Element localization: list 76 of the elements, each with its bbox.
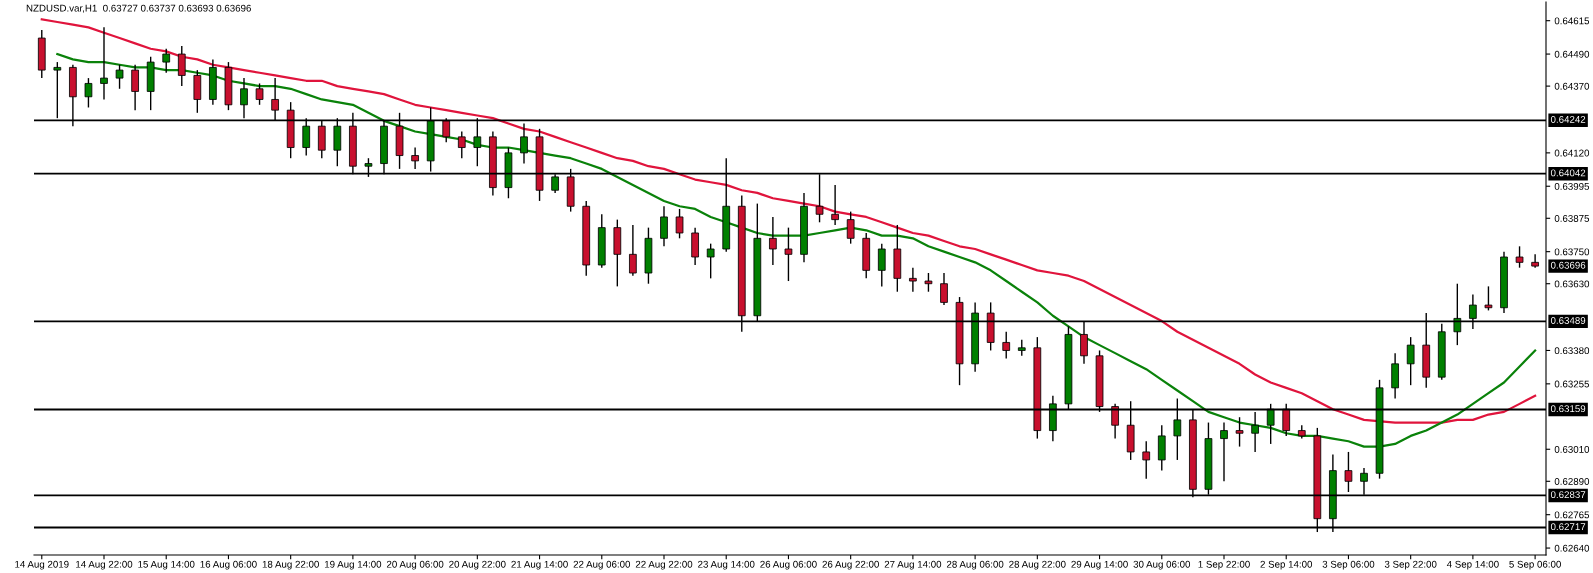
x-tick-label: 27 Aug 14:00: [884, 560, 942, 570]
x-tick-label: 23 Aug 14:00: [698, 560, 755, 570]
candlestick: [457, 130, 466, 159]
x-tick-label: 15 Aug 14:00: [138, 560, 195, 570]
candlestick: [629, 224, 637, 277]
x-tick-label: 2 Sep 14:00: [1260, 560, 1313, 570]
x-tick-label: 3 Sep 22:00: [1384, 560, 1437, 570]
ref-line-label: 0.63489: [1550, 317, 1586, 324]
candlestick: [706, 242, 715, 280]
candlestick: [784, 226, 793, 282]
x-tick-label: 20 Aug 06:00: [386, 560, 444, 570]
y-tick-label: 0.62640: [1554, 544, 1590, 552]
x-tick-label: 26 Aug 22:00: [822, 560, 879, 570]
ref-line-label: 0.64042: [1550, 169, 1586, 177]
candlestick: [177, 45, 186, 87]
candlestick: [831, 184, 839, 226]
x-tick-label: 14 Aug 22:00: [76, 560, 133, 570]
y-tick-label: 0.64370: [1554, 82, 1590, 90]
y-tick-label: 0.64490: [1554, 50, 1590, 58]
ref-line-label: 0.64242: [1550, 116, 1586, 123]
candlestick: [1484, 285, 1493, 312]
x-tick-label: 14 Aug 2019: [15, 560, 69, 570]
y-tick-label: 0.63995: [1554, 182, 1590, 190]
candlestick: [1142, 440, 1151, 480]
candlestick: [1515, 245, 1524, 269]
y-tick-label: 0.62765: [1554, 511, 1590, 519]
candlestick: [909, 266, 917, 293]
y-tick-label: 0.63630: [1554, 280, 1590, 288]
x-tick-label: 18 Aug 22:00: [262, 560, 319, 570]
candlestick: [769, 216, 777, 266]
x-tick-label: 4 Sep 14:00: [1446, 560, 1499, 570]
ref-line-label: 0.62717: [1550, 523, 1586, 531]
x-tick-label: 20 Aug 22:00: [449, 560, 506, 570]
x-tick-label: 19 Aug 14:00: [324, 560, 382, 570]
x-tick-label: 30 Aug 06:00: [1133, 560, 1191, 570]
candlestick: [1531, 253, 1539, 269]
ref-line-label: 0.62837: [1550, 491, 1586, 499]
candlestick: [675, 208, 684, 240]
x-tick-label: 21 Aug 14:00: [511, 560, 568, 570]
y-tick-label: 0.64120: [1554, 149, 1590, 157]
x-tick-label: 3 Sep 06:00: [1322, 560, 1375, 570]
x-tick-label: 1 Sep 22:00: [1198, 560, 1250, 570]
candlestick: [84, 77, 93, 109]
y-tick-label: 0.63255: [1554, 380, 1590, 388]
candlestick: [1220, 421, 1228, 482]
y-tick-label: 0.63010: [1554, 445, 1590, 453]
chart-title: NZDUSD.var,H1 0.63727 0.63737 0.63693 0.63696: [26, 4, 251, 13]
candlestick: [1344, 451, 1353, 493]
x-tick-label: 29 Aug 14:00: [1071, 560, 1128, 570]
y-tick-label: 0.63380: [1554, 347, 1590, 355]
y-tick-label: 0.63750: [1554, 248, 1590, 256]
x-tick-label: 28 Aug 06:00: [946, 560, 1004, 570]
x-tick-label: 26 Aug 06:00: [760, 560, 817, 570]
candlestick: [1002, 331, 1011, 360]
x-tick-label: 16 Aug 06:00: [200, 560, 257, 570]
x-tick-label: 22 Aug 06:00: [573, 560, 631, 570]
candlestick: [1235, 416, 1244, 448]
y-tick-label: 0.62890: [1554, 478, 1590, 485]
ref-line-label: 0.63159: [1550, 405, 1586, 413]
candlestick: [131, 64, 139, 111]
candlestick: [660, 205, 668, 248]
y-tick-label: 0.64615: [1554, 17, 1590, 25]
x-tick-label: 5 Sep 06:00: [1509, 560, 1561, 570]
candlestick: [940, 272, 948, 306]
candlestick: [115, 64, 124, 90]
x-tick-label: 28 Aug 22:00: [1009, 560, 1066, 570]
candlestick: [411, 146, 419, 170]
candlestick: [255, 82, 264, 106]
candlestick: [924, 272, 933, 293]
text: 0.63696: [1550, 261, 1586, 269]
candlestick: [1406, 336, 1415, 386]
y-tick-label: 0.63875: [1554, 215, 1590, 222]
candlestick: [520, 122, 528, 165]
candlestick: [846, 210, 855, 245]
x-tick-label: 22 Aug 22:00: [635, 560, 693, 570]
candlestick: [877, 242, 886, 288]
